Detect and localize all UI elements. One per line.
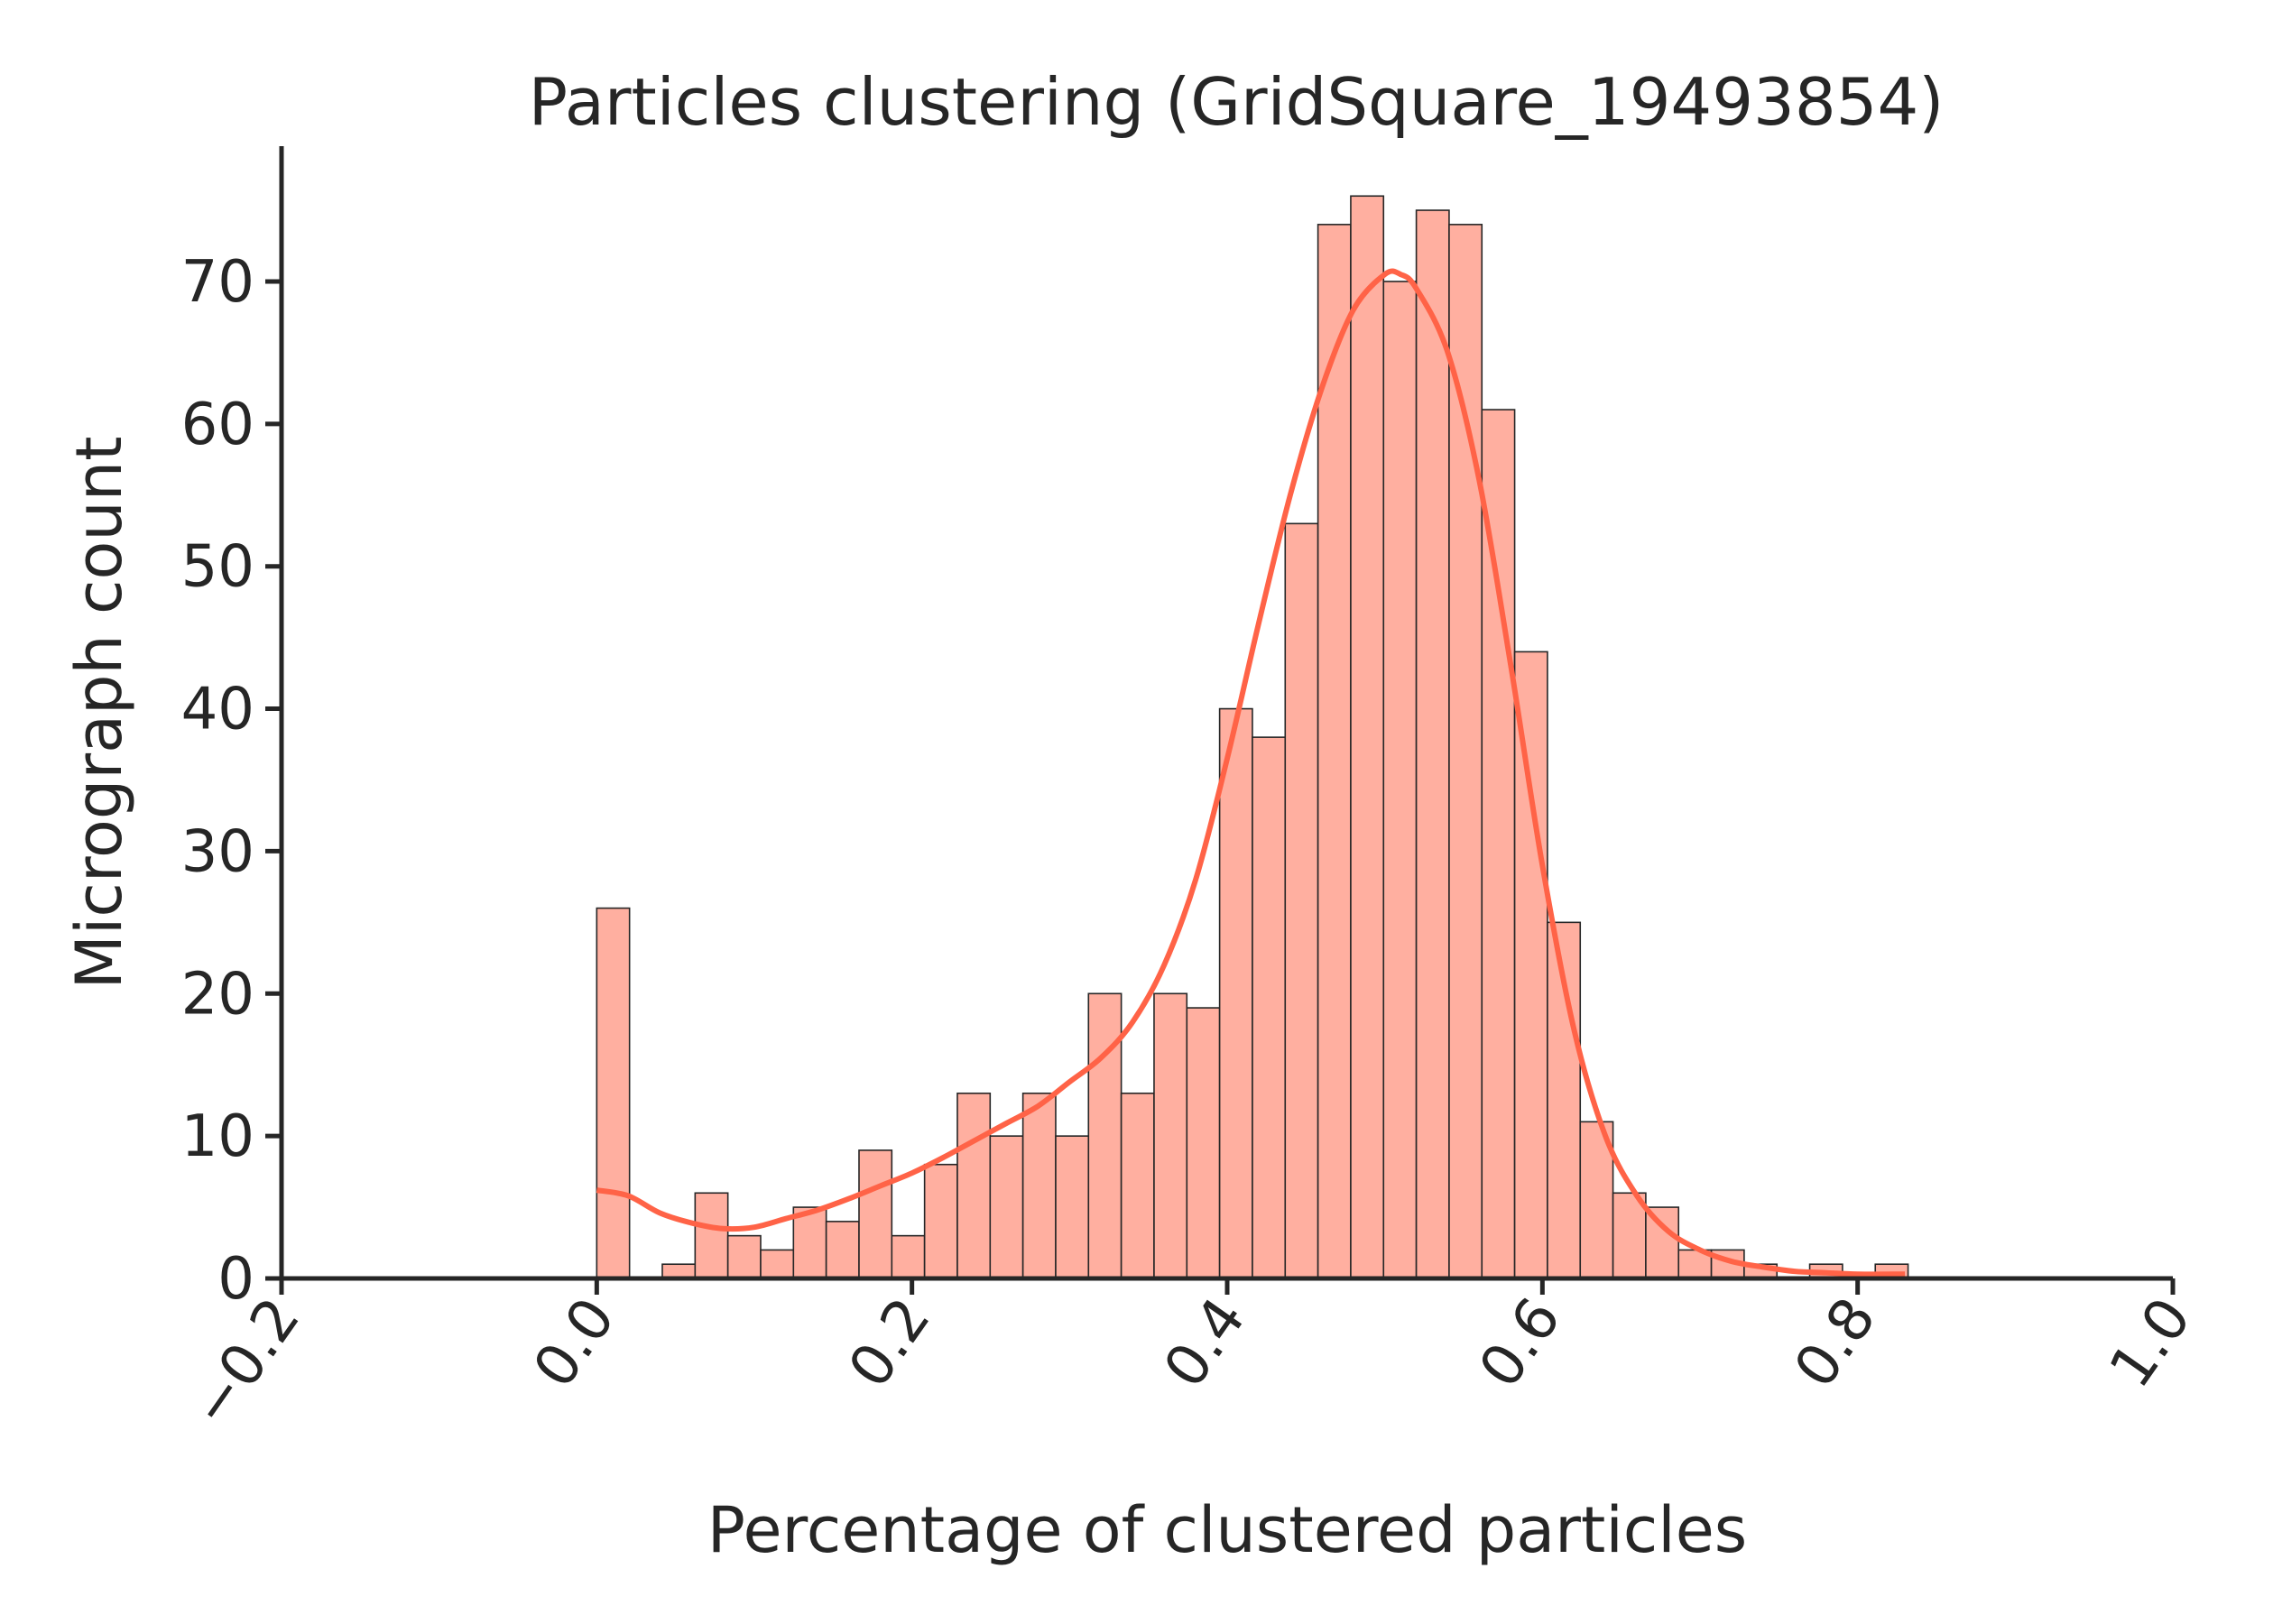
histogram-bar [1186,1007,1221,1279]
histogram-bar [989,1135,1024,1279]
histogram-bar [858,1149,893,1279]
histogram-bar [1120,1092,1155,1279]
histogram-bar [956,1092,992,1279]
y-tick-label: 20 [181,961,254,1028]
histogram-bar [1021,1092,1057,1279]
x-tick-label: 0.8 [1782,1287,1890,1400]
histogram-bar [694,1192,729,1279]
y-tick-label: 10 [181,1103,254,1170]
histogram-bar [596,907,631,1279]
histogram-bar [760,1249,795,1279]
histogram-bar [1415,209,1450,1279]
y-tick-label: 50 [181,534,254,601]
histogram-bar [792,1206,827,1279]
histogram-bar [891,1234,926,1279]
histogram-bar [1448,224,1483,1279]
histogram-bar [1350,195,1385,1279]
y-tick-label: 30 [181,818,254,885]
histogram-bar [1252,736,1287,1279]
y-tick-label: 40 [181,677,254,743]
histogram-bar [1645,1206,1680,1279]
x-tick-label: 0.6 [1466,1287,1574,1400]
y-tick-label: 0 [217,1246,254,1313]
histogram-bar [1153,992,1188,1279]
histogram-bar [1087,992,1123,1279]
y-axis-label: Micrograph count [62,436,136,989]
histogram-bar [1284,522,1319,1279]
chart-title: Particles clustering (GridSquare_1949385… [529,64,1945,140]
histogram-bar [1055,1135,1090,1279]
histogram-bars [596,195,1909,1279]
histogram-bar [1513,651,1548,1279]
x-tick-label: 0.0 [521,1287,628,1400]
x-tick-label: 1.0 [2097,1287,2204,1400]
histogram-bar [1481,409,1516,1279]
x-axis-label: Percentage of clustered particles [707,1493,1748,1567]
histogram-bar [923,1163,958,1279]
histogram-bar [1382,281,1418,1279]
x-ticks: −0.2 0.0 0.2 0.4 0.6 0.8 1.0 [178,1278,2204,1439]
y-ticks: 0 10 20 30 40 50 60 70 [181,249,282,1313]
y-tick-label: 60 [181,392,254,458]
histogram-bar [825,1221,860,1279]
x-tick-label: 0.2 [836,1287,944,1400]
kde-curve [596,268,1906,1278]
histogram-bar [1218,707,1253,1279]
histogram-bar [1317,224,1352,1279]
histogram-bar [726,1234,762,1279]
x-tick-label: 0.4 [1151,1287,1259,1400]
y-tick-label: 70 [181,249,254,316]
